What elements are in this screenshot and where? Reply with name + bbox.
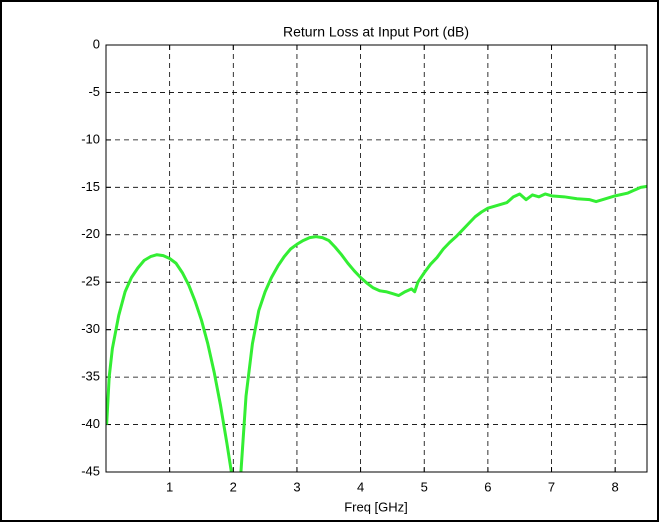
x-tick-label: 7 bbox=[548, 479, 555, 494]
y-tick-label: -40 bbox=[81, 416, 100, 431]
axes-box bbox=[105, 44, 648, 473]
data-line bbox=[106, 184, 647, 472]
y-tick-label: -15 bbox=[81, 179, 100, 194]
x-tick-label: 6 bbox=[484, 479, 491, 494]
x-tick-label: 5 bbox=[421, 479, 428, 494]
x-tick-label: 2 bbox=[230, 479, 237, 494]
x-tick-label: 8 bbox=[612, 479, 619, 494]
y-tick-label: -10 bbox=[81, 131, 100, 146]
y-tick-label: -20 bbox=[81, 226, 100, 241]
y-tick-label: 0 bbox=[93, 36, 100, 51]
chart-title: Return Loss at Input Port (dB) bbox=[283, 24, 469, 40]
y-tick-label: -45 bbox=[81, 463, 100, 478]
y-tick-label: -35 bbox=[81, 369, 100, 384]
x-tick-label: 4 bbox=[357, 479, 364, 494]
x-tick-label: 3 bbox=[293, 479, 300, 494]
x-axis-label: Freq [GHz] bbox=[344, 499, 408, 514]
x-tick-label: 1 bbox=[166, 479, 173, 494]
y-tick-label: -30 bbox=[81, 321, 100, 336]
y-tick-label: -5 bbox=[88, 84, 100, 99]
plot-area bbox=[106, 45, 647, 472]
y-tick-label: -25 bbox=[81, 274, 100, 289]
